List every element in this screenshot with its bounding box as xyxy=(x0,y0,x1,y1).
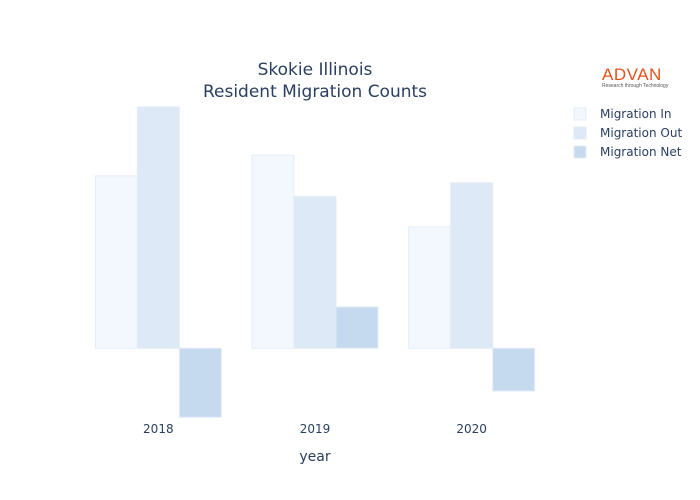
legend-label-migration-in[interactable]: Migration In xyxy=(600,107,672,121)
advan-logo: ADVAN Research through Technology xyxy=(602,66,672,89)
x-axis-ticks: 2018 2019 2020 xyxy=(143,422,487,436)
bar-migration-net-2020[interactable] xyxy=(492,347,536,392)
bar-migration-out-2018[interactable] xyxy=(136,106,180,349)
legend-swatch-migration-in[interactable] xyxy=(573,107,587,121)
legend-swatch-migration-out[interactable] xyxy=(573,126,587,140)
bar-migration-in-2019[interactable] xyxy=(251,154,295,349)
x-axis-title: year xyxy=(299,449,330,465)
logo-name: ADVAN xyxy=(602,65,662,84)
legend-label-migration-out[interactable]: Migration Out xyxy=(600,126,682,140)
legend-swatch-migration-net[interactable] xyxy=(573,145,587,159)
legend: Migration In Migration Out Migration Net xyxy=(573,107,682,159)
bar-migration-out-2019[interactable] xyxy=(293,196,337,349)
chart-title-line-1: Skokie Illinois xyxy=(258,60,373,80)
bar-migration-net-2019[interactable] xyxy=(335,306,379,349)
bar-group xyxy=(94,106,536,418)
bar-migration-net-2018[interactable] xyxy=(178,347,222,418)
bar-migration-out-2020[interactable] xyxy=(450,182,494,349)
chart-title-line-2: Resident Migration Counts xyxy=(203,82,427,102)
x-tick-label: 2020 xyxy=(456,422,487,436)
logo-tagline: Research through Technology xyxy=(602,83,669,89)
x-tick-label: 2019 xyxy=(300,422,331,436)
legend-label-migration-net[interactable]: Migration Net xyxy=(600,145,682,159)
x-tick-label: 2018 xyxy=(143,422,174,436)
bar-migration-in-2018[interactable] xyxy=(94,175,138,349)
bar-migration-in-2020[interactable] xyxy=(408,226,452,349)
